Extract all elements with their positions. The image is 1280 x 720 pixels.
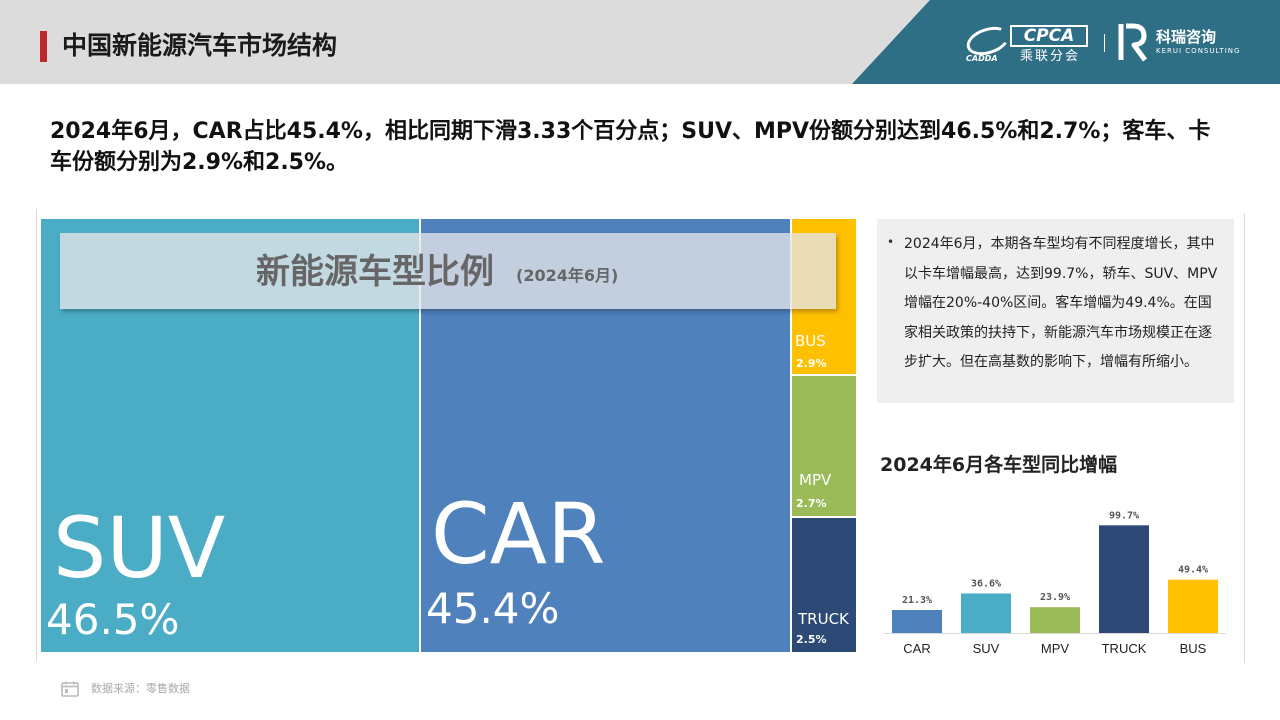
bar-mpv (1030, 607, 1080, 633)
tile-name-mpv: MPV (799, 471, 832, 489)
bar-value-label-car: 21.3% (902, 595, 932, 606)
logo-band (852, 0, 1280, 84)
cpca-logo-subtitle: 乘联分会 (1019, 49, 1080, 64)
bar-chart-title: 2024年6月各车型同比增幅 (880, 454, 1118, 476)
tile-name-bus: BUS (795, 332, 826, 350)
tile-name-suv: SUV (53, 499, 226, 597)
note-box: • 2024年6月，本期各车型均有不同程度增长，其中以卡车增幅最高，达到99.7… (877, 219, 1234, 403)
tile-name-car: CAR (431, 485, 606, 583)
treemap-title-panel: 新能源车型比例 (2024年6月) (60, 233, 836, 309)
bar-category-label-truck: TRUCK (1102, 641, 1147, 656)
cpca-logo-tag: CADDA (966, 54, 998, 63)
source-icon (61, 681, 79, 697)
bar-category-label-mpv: MPV (1041, 641, 1070, 656)
cpca-logo: CPCA 乘联分会 CADDA (963, 20, 1091, 66)
treemap-tile-truck: TRUCK 2.5% (792, 518, 856, 652)
tile-pct-mpv: 2.7% (796, 497, 827, 510)
bar-value-label-truck: 99.7% (1109, 510, 1139, 521)
treemap-subtitle: (2024年6月) (516, 266, 619, 285)
tile-pct-car: 45.4% (426, 584, 560, 633)
bar-car (892, 609, 942, 633)
title-accent-bar (40, 31, 47, 62)
tile-pct-bus: 2.9% (796, 357, 827, 370)
headline-summary: 2024年6月，CAR占比45.4%，相比同期下滑3.33个百分点；SUV、MP… (50, 119, 1211, 175)
bar-category-label-car: CAR (903, 641, 930, 656)
bar-category-label-suv: SUV (973, 641, 1000, 656)
logo-divider (1104, 34, 1105, 52)
bar-value-label-suv: 36.6% (971, 578, 1001, 589)
tile-pct-truck: 2.5% (796, 633, 827, 646)
bar-value-label-mpv: 23.9% (1040, 592, 1070, 603)
bar-truck (1099, 525, 1149, 633)
bar-bus (1168, 579, 1218, 633)
bar-category-label-bus: BUS (1180, 641, 1207, 656)
source-text: 数据来源：零售数据 (91, 682, 190, 695)
kerui-logo-name: 科瑞咨询 (1156, 28, 1217, 46)
tile-pct-suv: 46.5% (46, 595, 180, 644)
page-title: 中国新能源汽车市场结构 (62, 31, 338, 60)
bar-suv (961, 593, 1011, 633)
treemap-frame-line (36, 209, 37, 661)
bar-value-label-bus: 49.4% (1178, 565, 1208, 576)
right-divider-line (1244, 213, 1245, 663)
treemap-tile-mpv: MPV 2.7% (792, 376, 856, 516)
kerui-logo-icon (1118, 23, 1148, 62)
note-bullet-icon: • (887, 235, 895, 249)
kerui-logo-en: KERUI CONSULTING (1156, 47, 1241, 55)
cpca-logo-text: CPCA (1010, 25, 1088, 47)
bar-chart: 21.3% CAR 36.6% SUV 23.9% MPV 99.7% TRUCK 49.4% B… (884, 510, 1226, 656)
tile-name-truck: TRUCK (798, 610, 849, 628)
treemap-title: 新能源车型比例 (256, 252, 494, 292)
note-text: 2024年6月，本期各车型均有不同程度增长，其中以卡车增幅最高，达到99.7%，… (904, 236, 1218, 370)
